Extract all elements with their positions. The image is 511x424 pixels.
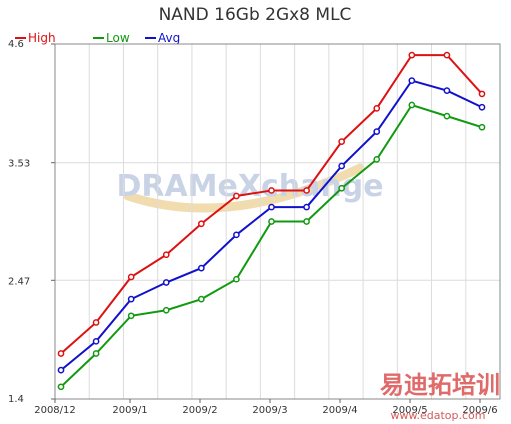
data-point-low	[303, 218, 310, 225]
data-point-avg	[92, 337, 100, 345]
data-point-low	[408, 101, 416, 109]
series-line-low	[60, 103, 483, 388]
data-point-high	[233, 192, 240, 200]
data-point-low	[338, 184, 346, 192]
x-tick-label: 2009/1	[112, 405, 147, 416]
data-point-high	[408, 51, 416, 59]
y-tick-label: 3.53	[8, 159, 30, 170]
chart-title: NAND 16Gb 2Gx8 MLC	[159, 5, 352, 25]
legend-label-avg: Avg	[158, 31, 180, 45]
data-point-high	[443, 51, 451, 59]
x-tick-label: 2009/3	[252, 405, 287, 416]
data-point-avg	[162, 279, 170, 286]
data-point-avg	[303, 203, 310, 211]
legend-label-low: Low	[106, 31, 130, 45]
watermark-corner: 易迪拓培训 www.edatop.com	[380, 371, 500, 422]
plot-border	[54, 43, 501, 400]
watermark-cn-text: 易迪拓培训	[380, 371, 500, 399]
data-point-avg	[127, 295, 135, 303]
data-point-high	[478, 90, 486, 98]
data-point-avg	[443, 87, 451, 94]
data-point-low	[478, 123, 486, 131]
data-point-avg	[373, 128, 381, 135]
y-tick-label: 1.4	[8, 394, 24, 405]
data-point-avg	[478, 103, 486, 111]
x-axis: 2008/12 2009/1 2009/2 2009/3 2009/4 2009/5 200…	[34, 399, 498, 416]
data-point-low	[373, 156, 381, 163]
data-point-high	[268, 187, 275, 194]
data-point-low	[92, 350, 100, 357]
data-point-low	[233, 275, 240, 283]
data-point-low	[268, 218, 275, 225]
data-point-avg	[57, 366, 65, 374]
data-point-high	[57, 350, 65, 357]
data-point-high	[127, 273, 135, 281]
data-point-low	[197, 295, 205, 303]
y-tick-label: 2.47	[8, 276, 30, 287]
watermark-url-text: www.edatop.com	[391, 409, 486, 422]
data-point-low	[162, 306, 170, 314]
data-point-high	[373, 104, 381, 112]
data-point-high	[92, 319, 100, 326]
series-group	[57, 51, 486, 391]
data-point-high	[162, 251, 170, 259]
data-point-avg	[197, 264, 205, 272]
data-point-low	[443, 112, 451, 120]
data-point-low	[127, 312, 135, 320]
y-axis: 4.6 3.53 2.47 1.4	[8, 39, 55, 405]
data-point-avg	[233, 231, 240, 239]
data-point-high	[197, 220, 205, 228]
legend: High Low Avg	[15, 31, 180, 45]
legend-label-high: High	[28, 31, 56, 45]
y-tick-label: 4.6	[8, 39, 24, 50]
data-point-avg	[338, 162, 346, 170]
data-point-high	[338, 138, 346, 145]
x-tick-label: 2009/4	[322, 405, 357, 416]
data-point-high	[303, 187, 310, 194]
x-tick-label: 2009/5	[392, 405, 427, 416]
data-point-avg	[268, 203, 275, 211]
series-line-avg	[60, 79, 483, 371]
x-tick-label: 2009/2	[182, 405, 217, 416]
x-tick-label: 2009/6	[462, 405, 497, 416]
data-point-low	[57, 383, 65, 391]
x-tick-label: 2008/12	[34, 405, 76, 416]
data-point-avg	[408, 77, 416, 84]
